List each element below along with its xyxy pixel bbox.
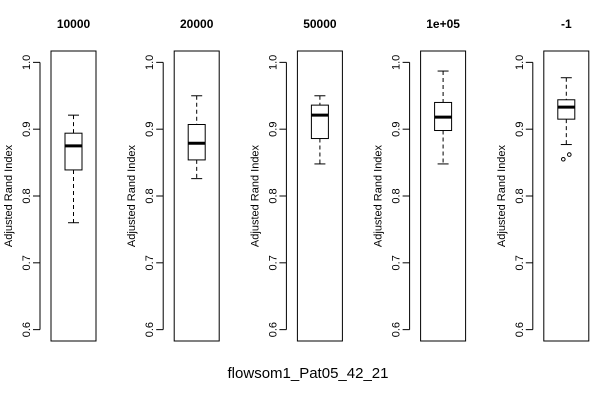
boxplot-panel: 50000 0.6 0.7 0.8 0.9 1.0 Adjusted Rand Index <box>249 17 343 342</box>
y-tick-label: 0.9 <box>21 122 33 137</box>
y-tick-label: 0.9 <box>267 122 279 137</box>
y-tick-label: 0.7 <box>391 255 403 270</box>
plot-frame <box>543 50 590 342</box>
y-tick-label: 0.6 <box>267 322 279 337</box>
plot-frame <box>296 50 343 342</box>
y-tick-label: 0.6 <box>514 322 526 337</box>
y-tick-label: 0.7 <box>267 255 279 270</box>
boxplot-panel: -1 0.6 0.7 0.8 0.9 1.0 Adjusted Rand Index <box>496 17 590 342</box>
iqr-box <box>310 104 329 140</box>
plot-frame <box>420 50 467 342</box>
panel-title: 20000 <box>180 17 214 31</box>
y-tick-label: 0.9 <box>514 122 526 137</box>
panel-title: 50000 <box>303 17 337 31</box>
boxplot-panel: 1e+05 0.6 0.7 0.8 0.9 1.0 Adjusted Rand Index <box>373 17 467 342</box>
panel-title: 10000 <box>57 17 91 31</box>
y-tick-label: 0.8 <box>514 188 526 203</box>
y-axis-label: Adjusted Rand Index <box>3 144 15 247</box>
boxplot-panel: 10000 0.6 0.7 0.8 0.9 1.0 Adjusted Rand Index <box>3 17 97 342</box>
boxplot-panel: 20000 0.6 0.7 0.8 0.9 1.0 Adjusted Rand Index <box>126 17 220 342</box>
y-axis-label: Adjusted Rand Index <box>249 144 261 247</box>
y-axis-label: Adjusted Rand Index <box>496 144 508 247</box>
y-tick-label: 1.0 <box>391 55 403 70</box>
y-tick-label: 1.0 <box>144 55 156 70</box>
y-tick-label: 0.8 <box>391 188 403 203</box>
y-tick-label: 0.6 <box>21 322 33 337</box>
y-tick-label: 1.0 <box>514 55 526 70</box>
outlier-point <box>567 152 572 157</box>
y-tick-label: 0.7 <box>21 255 33 270</box>
plot-frame <box>50 50 97 342</box>
figure-title: flowsom1_Pat05_42_21 <box>228 365 389 382</box>
y-tick-label: 0.6 <box>391 322 403 337</box>
y-tick-label: 0.8 <box>21 188 33 203</box>
y-tick-label: 1.0 <box>267 55 279 70</box>
panel-title: -1 <box>561 17 572 31</box>
y-tick-label: 0.6 <box>144 322 156 337</box>
panel-title: 1e+05 <box>426 17 460 31</box>
iqr-box <box>557 99 576 120</box>
y-tick-label: 0.9 <box>144 122 156 137</box>
y-axis-label: Adjusted Rand Index <box>373 144 385 247</box>
y-tick-label: 1.0 <box>21 55 33 70</box>
y-tick-label: 0.7 <box>144 255 156 270</box>
y-axis-label: Adjusted Rand Index <box>126 144 138 247</box>
y-tick-label: 0.7 <box>514 255 526 270</box>
y-tick-label: 0.8 <box>144 188 156 203</box>
plot-frame <box>173 50 220 342</box>
outlier-point <box>561 156 566 162</box>
y-tick-label: 0.8 <box>267 188 279 203</box>
iqr-box <box>64 132 83 171</box>
y-tick-label: 0.9 <box>391 122 403 137</box>
